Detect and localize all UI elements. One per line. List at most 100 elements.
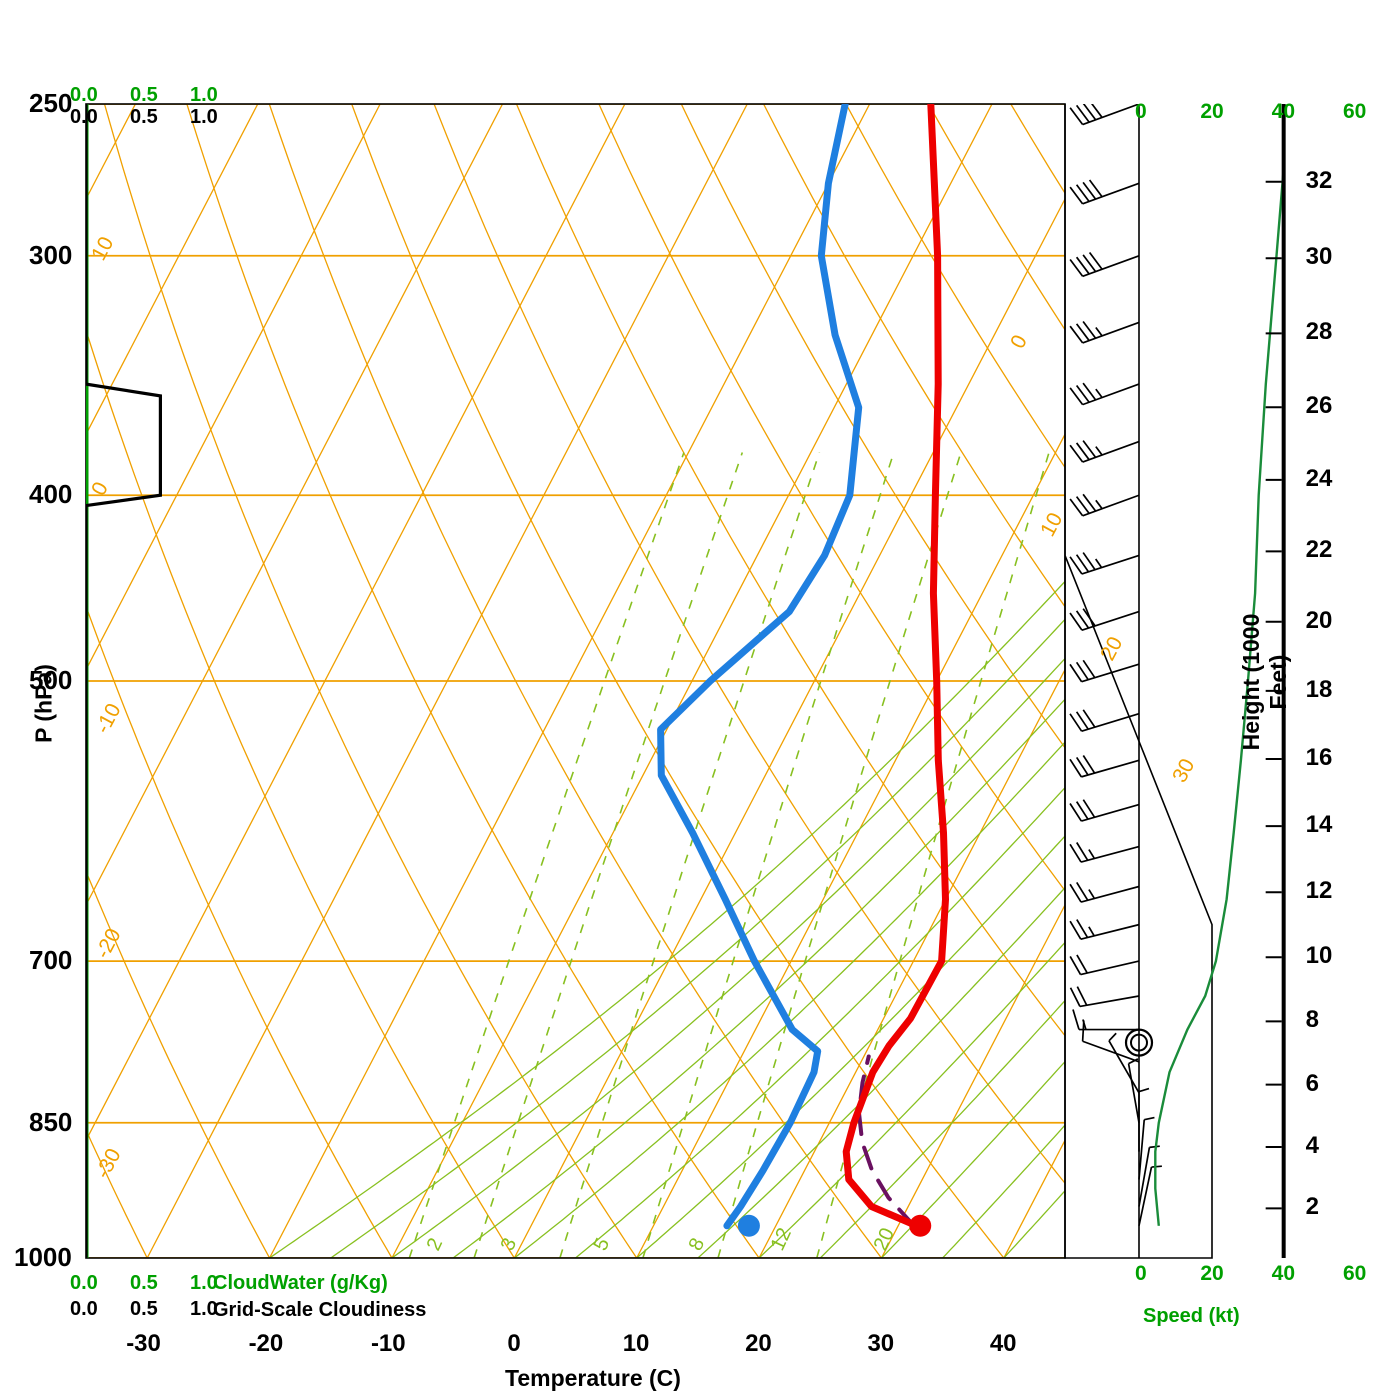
temperature-tick-40: 40 [989,1330,1017,1357]
height-tick-4: 4 [1305,1131,1320,1159]
wind-barb [1108,1032,1140,1094]
pressure-tick-700: 700 [29,945,73,976]
pressure-tick-500: 500 [29,665,73,695]
parcel-path-curve [857,1054,917,1228]
cloudiness-tick-top-1.0: 1.0 [190,106,218,128]
height-tick-30: 30 [1305,243,1333,271]
height-tick-20: 20 [1305,606,1333,634]
wind-barb [1069,320,1140,344]
pressure-axis-label: P (hPa) [30,664,57,743]
cloudiness-tick-top-0.0: 0.0 [70,106,98,128]
height-tick-2: 2 [1305,1193,1320,1221]
height-tick-32: 32 [1305,166,1333,194]
temperature-axis-label: Temperature (C) [505,1365,681,1391]
wind-speed-curve [1154,104,1285,1226]
pressure-tick-400: 400 [29,479,73,510]
wind-barb [1069,382,1140,406]
surface-dewpoint-dot [737,1214,760,1237]
speed-tick-top-40: 40 [1271,100,1296,123]
cloudwater-tick-top-0.0: 0.0 [70,84,98,106]
temperature-tick-30: 30 [867,1330,895,1357]
wind-barb [1069,440,1140,463]
cloudiness-curve [86,104,162,1258]
speed-axis-label: Speed (kt) [1143,1305,1240,1327]
height-ticks [1265,180,1282,1210]
speed-tick-bottom-0: 0 [1135,1262,1147,1285]
wind-barb [1069,104,1140,126]
speed-tick-bottom-40: 40 [1271,1262,1296,1285]
pressure-tick-850: 850 [29,1106,73,1137]
temperature-tick-0: 0 [507,1330,521,1357]
temperature-tick-10: 10 [622,1330,650,1357]
wind-barb [1069,608,1140,631]
wind-barb [1127,1058,1140,1123]
temperature-tick-20: 20 [745,1330,772,1357]
surface-temperature-dot [909,1214,932,1237]
temperature-tick--10: -10 [370,1330,406,1357]
wind-barb [1069,709,1140,733]
wind-barb [1069,842,1140,863]
temperature-tick--30: -30 [126,1330,161,1357]
cloudwater-tick-bottom-1.0: 1.0 [190,1272,218,1294]
wind-barb [1138,1087,1150,1152]
height-tick-24: 24 [1305,464,1333,492]
wind-barb [1069,755,1140,778]
height-tick-12: 12 [1305,877,1333,905]
pressure-tick-1000: 1000 [14,1242,72,1272]
auxiliary-curves [86,104,162,1258]
wind-barb [1069,799,1140,822]
height-axis-label: Height (1000 Feet) [1238,613,1291,751]
lcl-marker-icon [1124,1028,1154,1057]
height-tick-6: 6 [1305,1069,1320,1097]
wind-barb [1069,919,1140,940]
cloudiness-tick-bottom-0.5: 0.5 [130,1298,158,1320]
height-tick-10: 10 [1305,942,1333,970]
height-tick-14: 14 [1305,811,1333,839]
wind-barb [1069,179,1140,205]
dewpoint-curve [657,104,863,1230]
height-tick-26: 26 [1305,392,1333,420]
cloudwater-tick-bottom-0.0: 0.0 [70,1272,98,1294]
height-tick-28: 28 [1305,318,1333,346]
wind-barb [1081,1020,1140,1063]
height-tick-8: 8 [1305,1006,1320,1034]
wind-barb [1069,552,1140,575]
sounding-curves [657,104,949,1237]
cloudwater-tick-bottom-0.5: 0.5 [130,1272,158,1294]
wind-barb [1069,659,1140,683]
cloudwater-tick-top-1.0: 1.0 [190,84,218,106]
temperature-tick--20: -20 [248,1330,284,1357]
speed-tick-bottom-20: 20 [1200,1262,1224,1285]
wind-barb [1069,493,1140,517]
wind-barb [1069,251,1140,278]
cloudiness-tick-top-0.5: 0.5 [130,106,158,128]
height-tick-16: 16 [1305,744,1333,772]
speed-curve-group [1154,104,1286,1258]
wind-barbs [1069,104,1162,1258]
cloudiness-legend-label: Grid-Scale Cloudiness [213,1299,427,1321]
speed-tick-top-20: 20 [1200,100,1224,123]
cloudiness-tick-bottom-0.0: 0.0 [70,1298,98,1320]
temperature-curve [842,104,949,1230]
wind-barb [1069,954,1140,976]
wind-barb [1138,1116,1155,1180]
speed-tick-top-60: 60 [1343,100,1367,123]
speed-tick-bottom-60: 60 [1343,1262,1367,1285]
cloudiness-tick-bottom-1.0: 1.0 [190,1298,218,1320]
lcl-marker-inner-icon [1130,1033,1148,1052]
height-tick-18: 18 [1305,675,1333,703]
wind-barb [1069,882,1140,903]
pressure-tick-250: 250 [29,88,73,118]
height-tick-22: 22 [1305,536,1333,564]
cloudwater-tick-top-0.5: 0.5 [130,84,158,106]
speed-tick-top-0: 0 [1135,100,1147,123]
wind-barb [1138,1165,1162,1226]
wind-barb [1069,986,1140,1008]
pressure-tick-300: 300 [29,239,73,270]
wind-barb [1138,1145,1160,1207]
skewt-grid [86,104,1065,1258]
cloudwater-legend-label: CloudWater (g/Kg) [213,1272,388,1294]
